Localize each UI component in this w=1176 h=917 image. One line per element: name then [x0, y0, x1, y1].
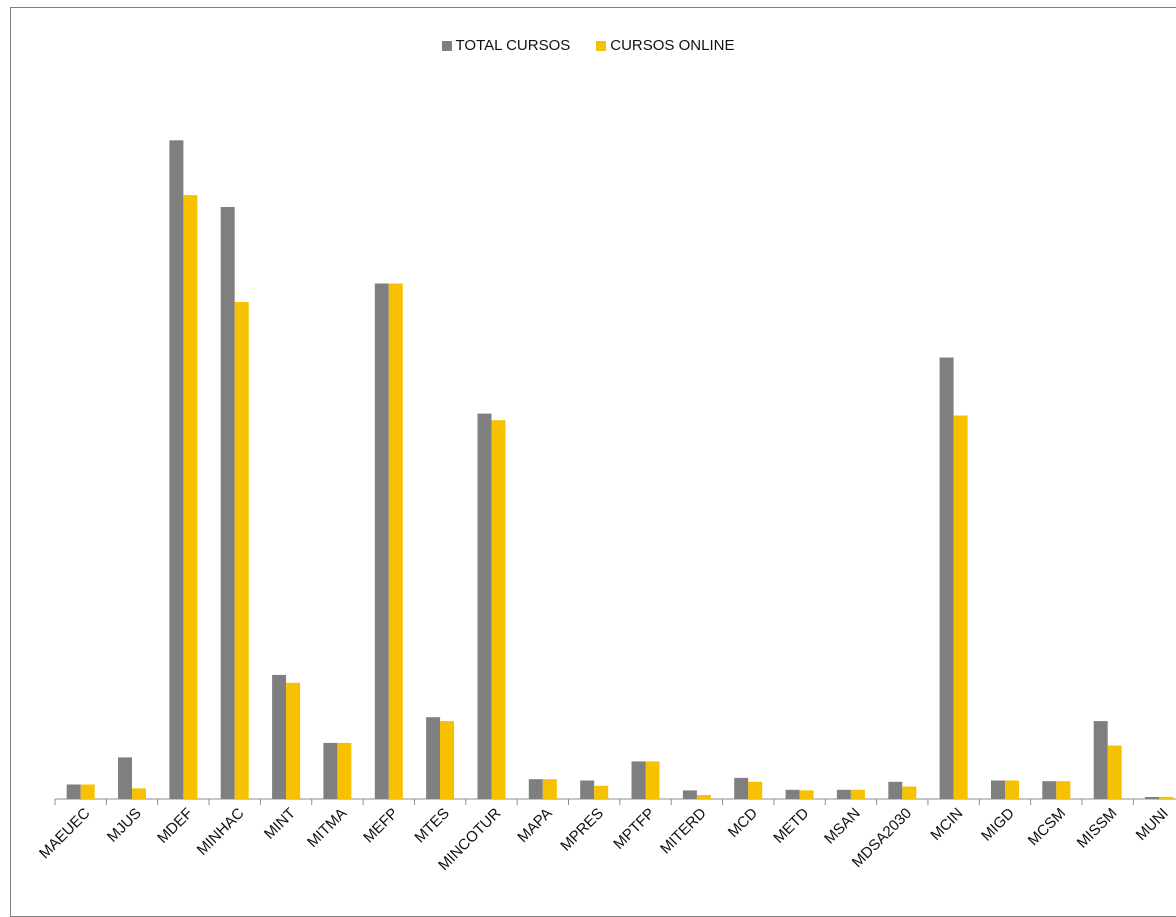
bar-total-maeuec: [66, 784, 81, 799]
x-tick-label: MINT: [261, 805, 299, 843]
bar-online-mitma: [337, 742, 352, 799]
bar-total-mdsa2030: [888, 781, 903, 799]
bar-total-mefp: [374, 283, 389, 799]
bar-total-mint: [272, 674, 287, 799]
bar-total-metd: [785, 789, 800, 799]
x-tick-label: MCIN: [927, 805, 966, 844]
bar-total-mincotur: [477, 413, 492, 799]
bar-total-mcsm: [1042, 781, 1057, 799]
bar-total-msan: [836, 789, 851, 799]
bar-total-muni: [1145, 797, 1159, 799]
bar-total-miterd: [682, 790, 697, 799]
bar-total-mcin: [939, 357, 954, 799]
bar-online-minhac: [234, 302, 249, 799]
x-tick-label: MIGD: [978, 805, 1018, 845]
x-tick-label: MINHAC: [194, 805, 248, 859]
bar-online-missm: [1107, 745, 1122, 799]
x-tick-label: MITERD: [657, 805, 710, 858]
bar-online-migd: [1005, 780, 1019, 799]
x-tick-label: MITMA: [304, 805, 350, 851]
chart-legend: TOTAL CURSOS CURSOS ONLINE: [0, 37, 1176, 54]
bar-online-mdef: [183, 195, 198, 800]
bar-online-msan: [850, 789, 865, 799]
bar-online-muni: [1159, 797, 1173, 799]
bar-online-mdsa2030: [902, 786, 917, 799]
x-tick-label: MISSM: [1074, 805, 1121, 852]
bar-total-minhac: [220, 207, 235, 799]
x-tick-label: MCD: [725, 805, 761, 841]
x-tick-label: MPTFP: [610, 805, 658, 853]
bar-online-miterd: [696, 795, 711, 799]
legend-item-online: CURSOS ONLINE: [596, 37, 734, 54]
x-tick-label: MJUS: [104, 805, 145, 846]
bar-online-maeuec: [80, 784, 95, 799]
bar-total-mitma: [323, 742, 338, 799]
legend-swatch-online: [596, 40, 607, 51]
x-tick-label: MPRES: [557, 805, 607, 855]
bar-online-mtes: [440, 721, 455, 799]
x-tick-label: MCSM: [1025, 805, 1069, 849]
x-tick-label: MAPA: [514, 805, 555, 846]
legend-item-total: TOTAL CURSOS: [441, 37, 571, 54]
bar-online-mint: [286, 682, 301, 799]
x-tick-label: MDEF: [154, 805, 196, 847]
legend-swatch-total: [441, 40, 452, 51]
legend-label-online: CURSOS ONLINE: [610, 37, 735, 54]
x-tick-label: MEFP: [360, 805, 401, 846]
bar-online-mcin: [953, 415, 968, 799]
x-tick-label: MTES: [411, 805, 452, 846]
x-tick-label: METD: [770, 805, 812, 847]
bar-online-mjus: [132, 788, 146, 799]
bar-total-mtes: [426, 717, 441, 799]
chart-frame: [10, 7, 1176, 917]
bar-total-missm: [1093, 721, 1108, 799]
bar-online-mapa: [542, 779, 557, 799]
bar-online-mpres: [594, 785, 609, 799]
bar-online-mcd: [748, 781, 763, 799]
bar-total-mjus: [118, 757, 132, 799]
x-tick-label: MUNI: [1133, 805, 1172, 844]
bar-total-mapa: [528, 779, 543, 799]
bar-total-mptfp: [631, 761, 646, 799]
bar-total-mcd: [734, 777, 749, 799]
bar-total-mpres: [580, 780, 595, 799]
legend-label-total: TOTAL CURSOS: [455, 37, 571, 54]
bar-online-mefp: [388, 283, 403, 799]
bar-online-mincotur: [491, 420, 506, 799]
bar-total-mdef: [169, 140, 184, 800]
bar-online-metd: [799, 790, 814, 799]
x-tick-label: MAEUEC: [36, 805, 94, 863]
bar-total-migd: [991, 780, 1005, 799]
bar-online-mptfp: [645, 761, 660, 799]
bar-online-mcsm: [1056, 781, 1071, 799]
x-tick-label: MSAN: [821, 805, 864, 848]
